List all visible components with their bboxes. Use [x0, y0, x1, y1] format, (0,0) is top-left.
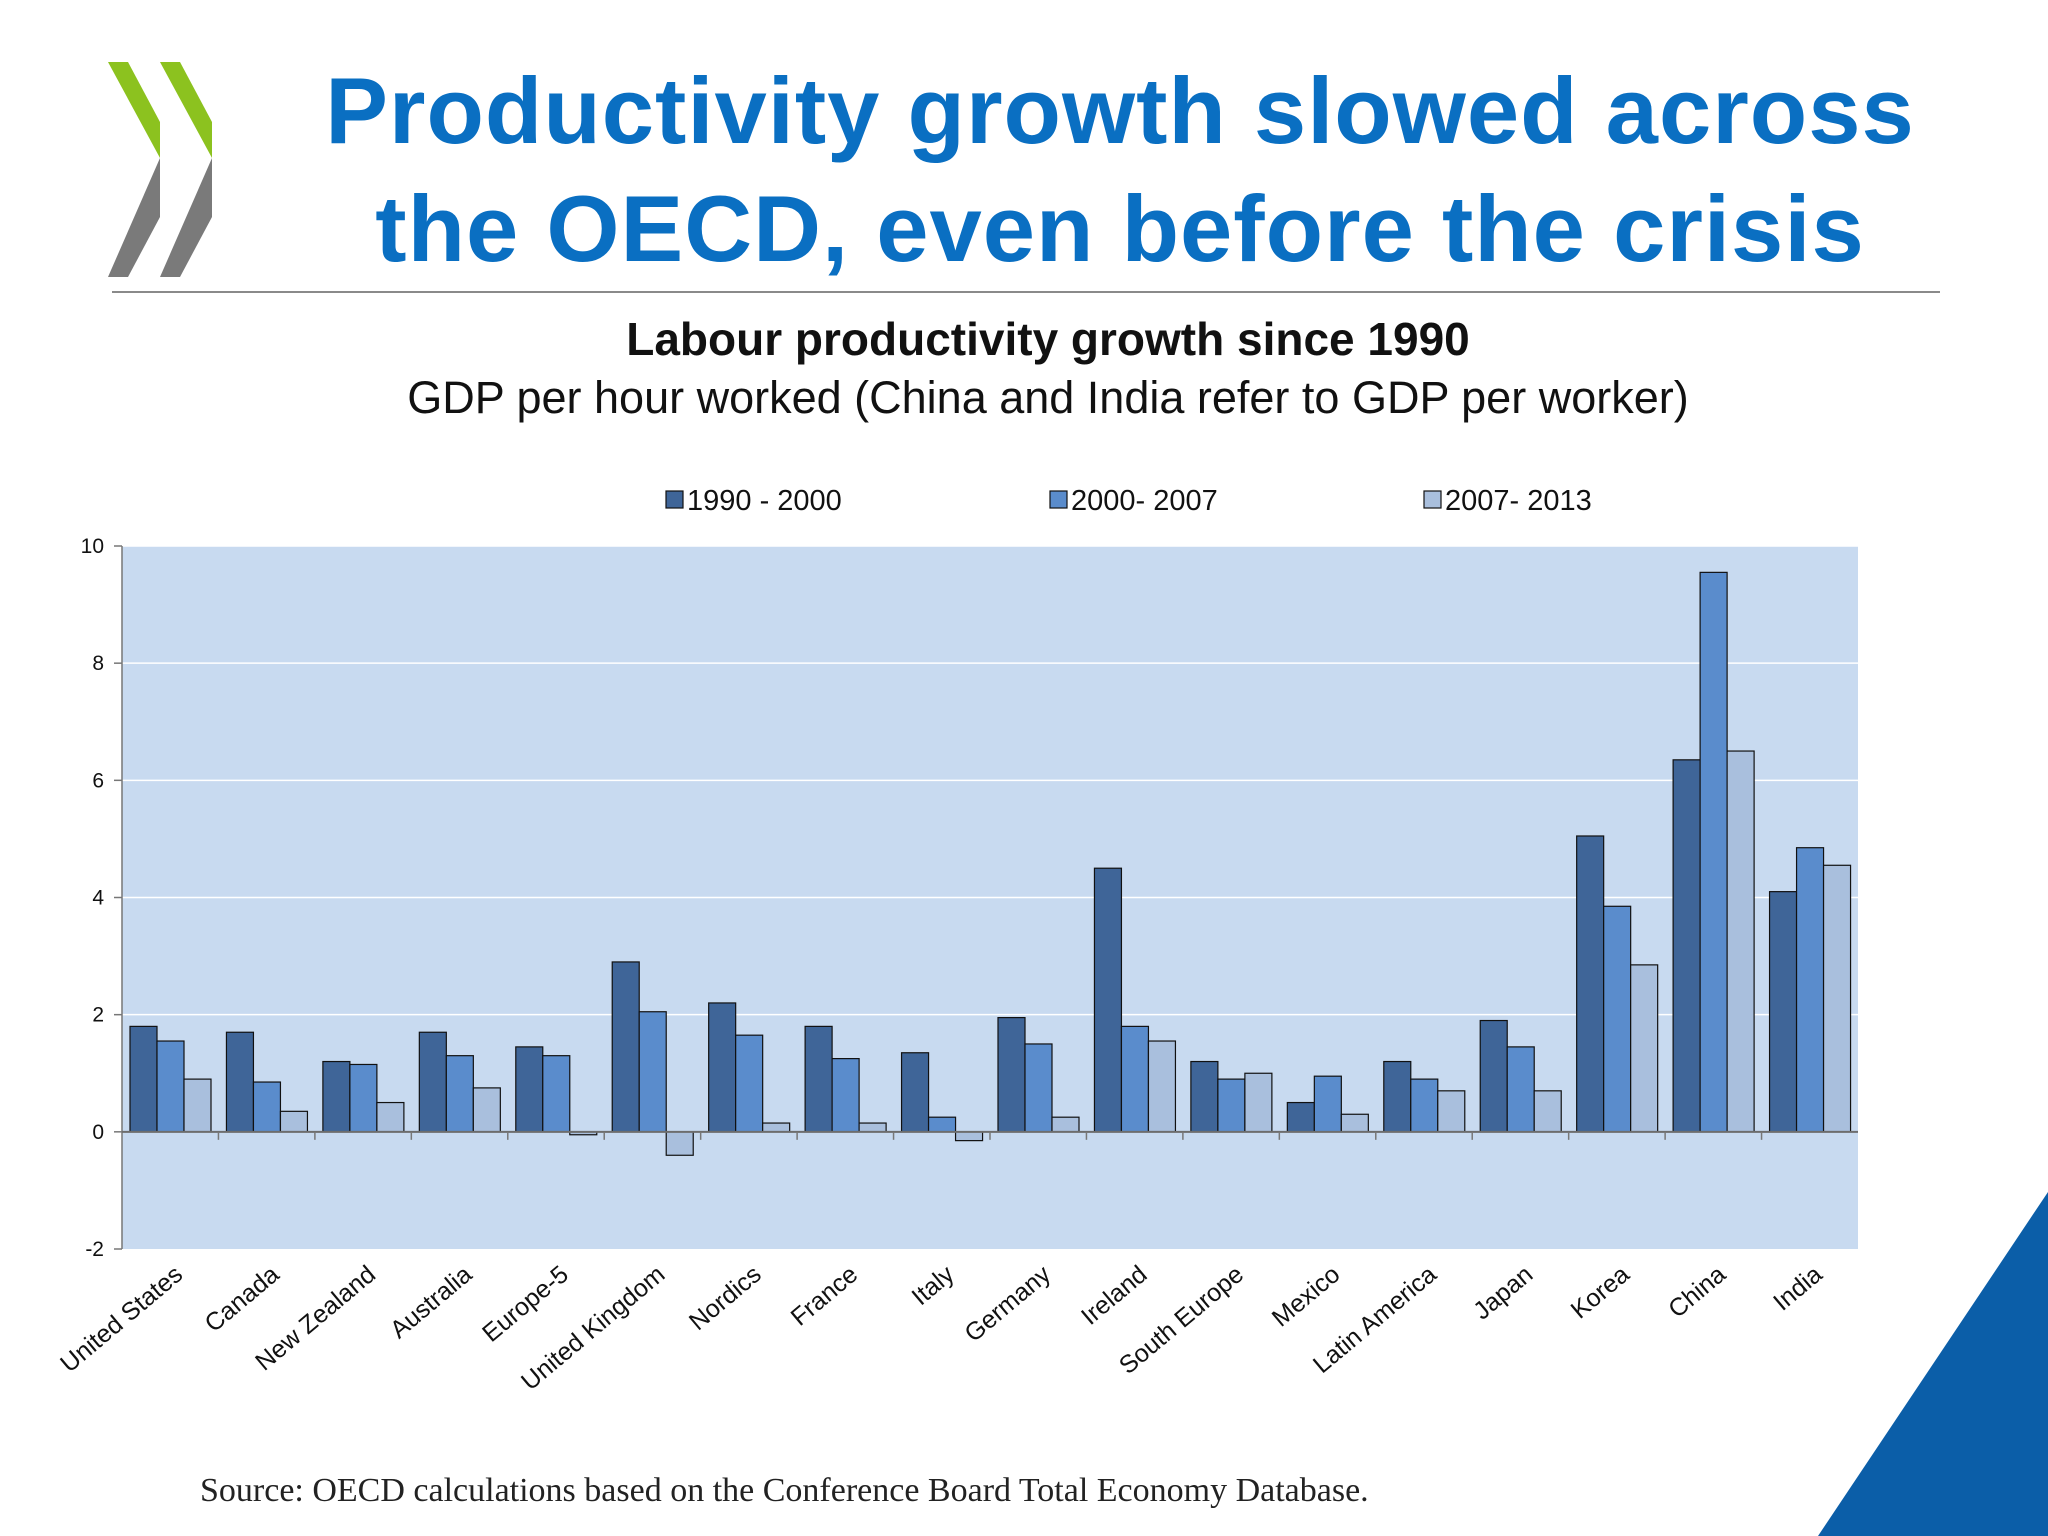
bar-2-3 — [472, 1087, 501, 1133]
category-label: China — [1663, 1260, 1731, 1323]
bar-2-2 — [376, 1101, 405, 1133]
bar-1-4 — [542, 1055, 571, 1133]
bar-2-5 — [665, 1131, 694, 1156]
bar-1-10 — [1120, 1025, 1150, 1133]
bar-0-8 — [900, 1052, 930, 1133]
category-label: Italy — [907, 1260, 961, 1311]
bar-0-3 — [418, 1031, 447, 1133]
category-label: Mexico — [1267, 1260, 1346, 1332]
category-label: Europe-5 — [477, 1260, 574, 1348]
bar-2-8 — [954, 1131, 984, 1142]
bar-2-15 — [1630, 964, 1659, 1133]
bar-1-7 — [831, 1058, 860, 1133]
bar-2-10 — [1147, 1040, 1177, 1133]
oecd-logo — [108, 62, 212, 277]
bar-0-4 — [515, 1046, 544, 1133]
legend-swatch — [665, 490, 684, 509]
bar-0-15 — [1576, 835, 1605, 1133]
legend-swatch — [1049, 490, 1068, 509]
category-label: Ireland — [1076, 1260, 1153, 1331]
bar-2-17 — [1822, 864, 1852, 1133]
legend-label: 2007- 2013 — [1445, 485, 1592, 517]
y-tick-label: 4 — [92, 887, 104, 910]
chart-subtitle: GDP per hour worked (China and India ref… — [407, 372, 1689, 423]
legend-label: 1990 - 2000 — [687, 485, 842, 517]
bar-1-5 — [638, 1011, 667, 1133]
bar-0-7 — [804, 1025, 833, 1133]
bar-0-10 — [1093, 867, 1123, 1133]
legend-label: 2000- 2007 — [1071, 485, 1218, 517]
bar-1-6 — [735, 1034, 764, 1133]
category-label: Australia — [385, 1260, 478, 1344]
bar-0-9 — [997, 1016, 1026, 1133]
bar-1-9 — [1024, 1043, 1053, 1133]
bar-1-11 — [1217, 1078, 1246, 1133]
title-divider — [112, 291, 1940, 293]
category-label: Canada — [199, 1260, 284, 1338]
category-label: Japan — [1468, 1260, 1538, 1325]
bar-0-12 — [1286, 1101, 1315, 1133]
bar-0-11 — [1190, 1060, 1219, 1133]
bar-2-6 — [762, 1122, 791, 1133]
bar-0-14 — [1479, 1019, 1508, 1133]
bar-2-0 — [183, 1078, 212, 1133]
bar-1-17 — [1795, 847, 1825, 1133]
bar-2-1 — [279, 1110, 309, 1133]
slide-title: Productivity growth slowed across the OE… — [240, 52, 2000, 288]
bar-1-13 — [1410, 1078, 1439, 1133]
bar-1-8 — [927, 1116, 957, 1133]
chart-title: Labour productivity growth since 1990 — [626, 313, 1470, 365]
source-note: Source: OECD calculations based on the C… — [200, 1472, 1369, 1509]
legend-swatch — [1423, 490, 1442, 509]
y-tick-label: 6 — [92, 769, 104, 792]
category-label: United States — [55, 1260, 188, 1378]
y-tick-label: 0 — [92, 1121, 104, 1144]
slide-title-line-2: the OECD, even before the crisis — [375, 176, 1865, 281]
category-label: India — [1768, 1260, 1828, 1316]
bar-0-6 — [708, 1002, 737, 1133]
y-tick-label: -2 — [85, 1238, 104, 1261]
bar-1-14 — [1506, 1046, 1535, 1133]
bar-0-13 — [1383, 1060, 1412, 1133]
bar-2-12 — [1340, 1113, 1369, 1133]
bar-0-5 — [611, 961, 640, 1133]
bar-1-12 — [1313, 1075, 1342, 1133]
category-label: Nordics — [684, 1260, 767, 1336]
bar-2-7 — [858, 1122, 887, 1133]
slide-title-line-1: Productivity growth slowed across — [325, 58, 1915, 163]
bar-0-16 — [1672, 759, 1701, 1133]
bar-2-9 — [1051, 1116, 1080, 1133]
category-label: Germany — [959, 1260, 1056, 1348]
bar-0-0 — [129, 1025, 158, 1133]
bar-1-16 — [1699, 571, 1728, 1133]
bar-2-11 — [1244, 1072, 1273, 1133]
bar-0-1 — [225, 1031, 255, 1133]
chart-legend: 1990 - 2000 2000- 2007 2007- 2013 — [665, 485, 1592, 517]
category-label: Korea — [1566, 1260, 1635, 1324]
bar-1-2 — [349, 1063, 378, 1133]
bar-1-15 — [1603, 905, 1632, 1133]
y-tick-label: 8 — [92, 652, 104, 675]
bar-2-14 — [1533, 1090, 1562, 1133]
bar-1-3 — [445, 1055, 474, 1133]
bar-2-16 — [1726, 750, 1755, 1133]
y-tick-label: 10 — [81, 535, 104, 558]
bar-0-2 — [322, 1060, 351, 1133]
bar-2-13 — [1437, 1090, 1466, 1133]
bar-0-17 — [1768, 891, 1798, 1133]
bar-1-1 — [252, 1081, 282, 1133]
y-tick-label: 2 — [92, 1004, 104, 1027]
category-label: France — [786, 1260, 864, 1331]
bar-1-0 — [156, 1040, 185, 1133]
